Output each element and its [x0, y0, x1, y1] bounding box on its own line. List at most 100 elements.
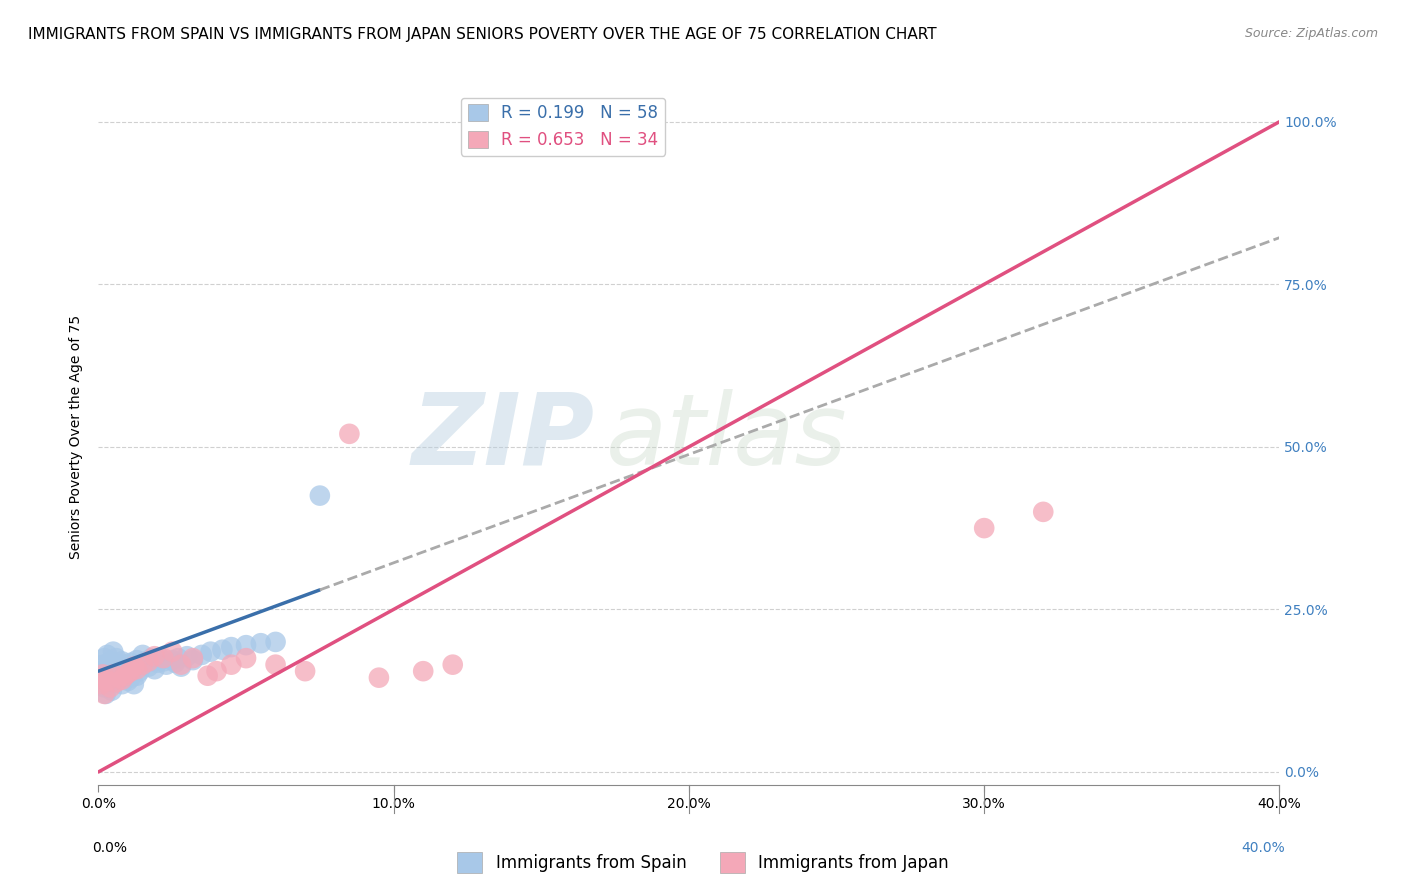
- Point: [114, 669, 136, 683]
- Point: [103, 667, 125, 681]
- Point: [170, 657, 193, 672]
- Point: [219, 657, 242, 672]
- Point: [132, 648, 155, 662]
- Point: [93, 681, 115, 695]
- Point: [98, 654, 121, 668]
- Point: [264, 635, 287, 649]
- Point: [103, 645, 125, 659]
- Point: [120, 656, 142, 670]
- Point: [105, 673, 128, 688]
- Text: IMMIGRANTS FROM SPAIN VS IMMIGRANTS FROM JAPAN SENIORS POVERTY OVER THE AGE OF 7: IMMIGRANTS FROM SPAIN VS IMMIGRANTS FROM…: [28, 27, 936, 42]
- Point: [122, 677, 145, 691]
- Point: [97, 677, 120, 691]
- Point: [94, 687, 117, 701]
- Point: [138, 659, 160, 673]
- Point: [167, 651, 190, 665]
- Point: [250, 636, 273, 650]
- Point: [96, 648, 118, 662]
- Point: [152, 654, 174, 668]
- Point: [973, 521, 995, 535]
- Point: [128, 664, 150, 678]
- Point: [125, 669, 148, 683]
- Text: atlas: atlas: [606, 389, 848, 485]
- Point: [368, 671, 391, 685]
- Point: [441, 657, 464, 672]
- Point: [108, 671, 131, 685]
- Point: [141, 651, 163, 665]
- Point: [294, 664, 316, 678]
- Point: [165, 656, 187, 670]
- Point: [143, 662, 166, 676]
- Point: [103, 657, 125, 672]
- Point: [143, 649, 166, 664]
- Point: [412, 664, 434, 678]
- Point: [339, 426, 360, 441]
- Point: [125, 662, 148, 676]
- Point: [96, 661, 118, 675]
- Point: [89, 671, 111, 685]
- Y-axis label: Seniors Poverty Over the Age of 75: Seniors Poverty Over the Age of 75: [69, 315, 83, 559]
- Point: [191, 648, 214, 662]
- Point: [89, 664, 111, 678]
- Point: [105, 675, 128, 690]
- Point: [176, 649, 198, 664]
- Point: [100, 683, 122, 698]
- Point: [91, 667, 114, 681]
- Point: [132, 657, 155, 672]
- Point: [105, 651, 128, 665]
- Point: [200, 645, 222, 659]
- Point: [91, 657, 114, 672]
- Point: [152, 651, 174, 665]
- Point: [309, 489, 332, 503]
- Point: [122, 659, 145, 673]
- Point: [98, 664, 121, 678]
- Point: [146, 656, 169, 670]
- Point: [96, 673, 118, 688]
- Point: [264, 657, 287, 672]
- Point: [235, 651, 257, 665]
- Point: [197, 669, 219, 683]
- Text: Source: ZipAtlas.com: Source: ZipAtlas.com: [1244, 27, 1378, 40]
- Point: [111, 664, 134, 678]
- Point: [108, 657, 131, 672]
- Point: [120, 664, 142, 678]
- Point: [105, 661, 128, 675]
- Point: [219, 640, 242, 654]
- Point: [90, 671, 112, 685]
- Point: [132, 657, 155, 672]
- Point: [211, 642, 233, 657]
- Point: [93, 687, 115, 701]
- Point: [135, 654, 157, 668]
- Point: [114, 667, 136, 681]
- Point: [103, 667, 125, 681]
- Point: [125, 653, 148, 667]
- Point: [90, 677, 112, 691]
- Point: [117, 666, 139, 681]
- Point: [170, 659, 193, 673]
- Text: 0.0%: 0.0%: [93, 840, 128, 855]
- Point: [162, 645, 183, 659]
- Point: [122, 659, 145, 673]
- Point: [93, 651, 115, 665]
- Point: [181, 653, 204, 667]
- Text: ZIP: ZIP: [412, 389, 595, 485]
- Point: [108, 671, 131, 685]
- Point: [205, 664, 228, 678]
- Point: [120, 671, 142, 685]
- Legend: R = 0.199   N = 58, R = 0.653   N = 34: R = 0.199 N = 58, R = 0.653 N = 34: [461, 97, 665, 155]
- Point: [235, 638, 257, 652]
- Point: [138, 654, 160, 668]
- Point: [114, 657, 136, 672]
- Point: [111, 673, 134, 687]
- Legend: Immigrants from Spain, Immigrants from Japan: Immigrants from Spain, Immigrants from J…: [451, 846, 955, 880]
- Point: [162, 653, 183, 667]
- Point: [111, 654, 134, 668]
- Text: 40.0%: 40.0%: [1241, 840, 1285, 855]
- Point: [181, 651, 204, 665]
- Point: [117, 661, 139, 675]
- Point: [98, 681, 121, 695]
- Point: [1032, 505, 1054, 519]
- Point: [155, 657, 177, 672]
- Point: [117, 673, 139, 688]
- Point: [111, 677, 134, 691]
